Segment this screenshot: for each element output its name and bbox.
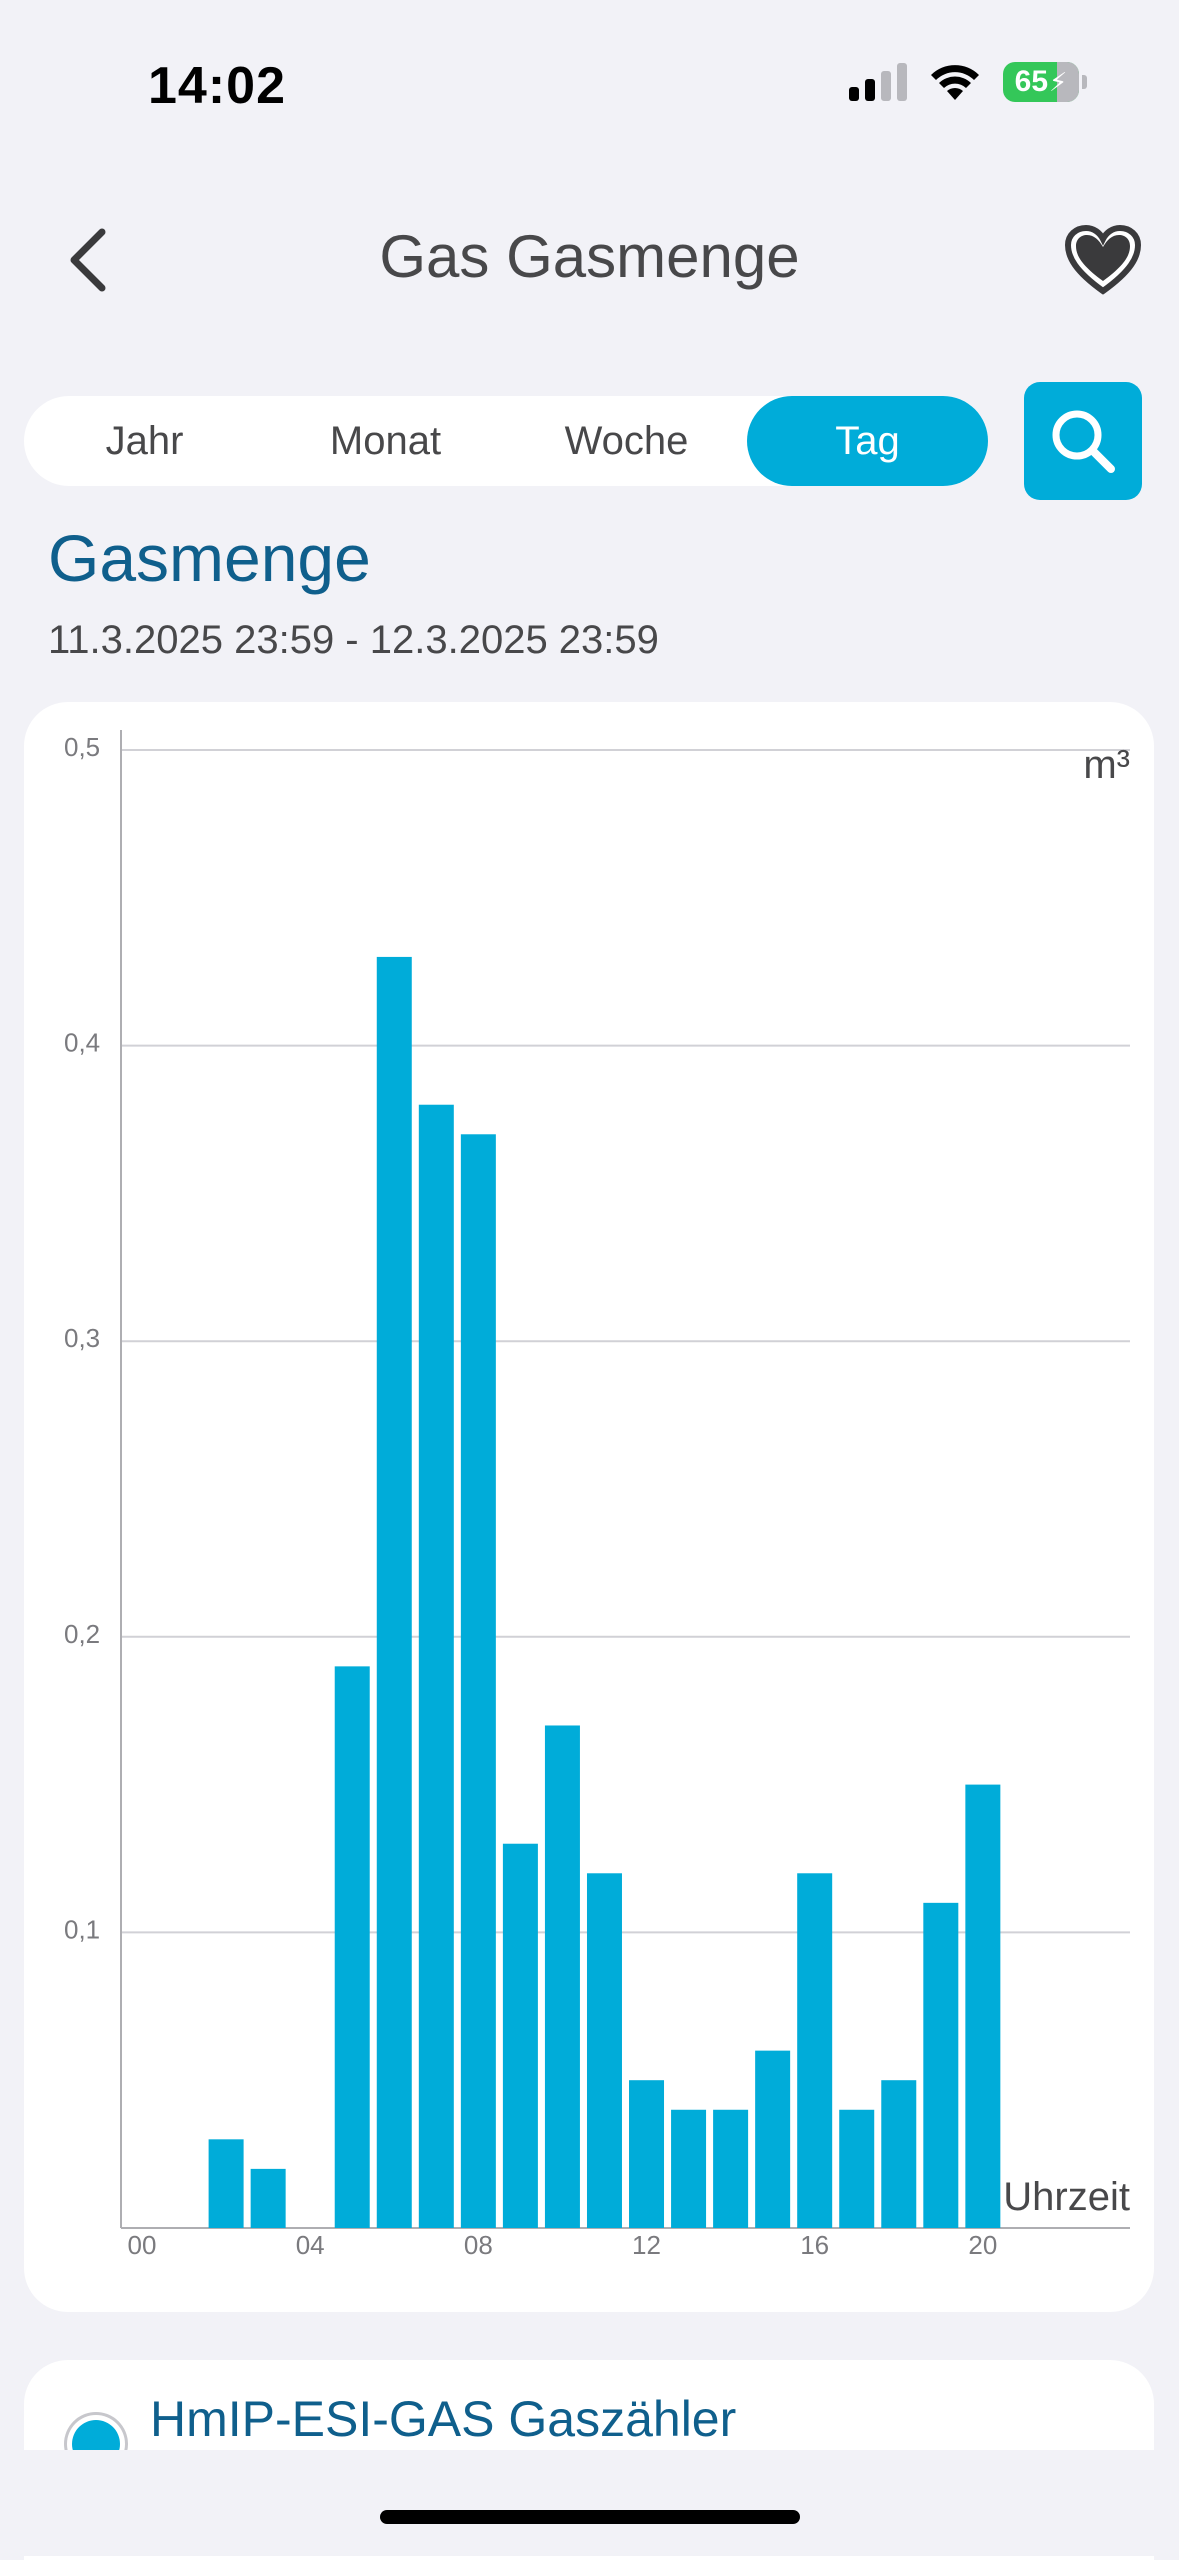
- bar-hour-11: [586, 1873, 622, 2228]
- search-icon: [1052, 410, 1115, 473]
- bar-hour-20: [965, 1784, 1001, 2228]
- bar-hour-10: [544, 1725, 580, 2228]
- bar-hour-12: [629, 2080, 665, 2228]
- battery-icon: 65 ⚡: [1003, 62, 1087, 102]
- x-tick-label: 08: [464, 2230, 493, 2260]
- bar-hour-16: [797, 1873, 833, 2228]
- bottom-area: [0, 2450, 1179, 2556]
- y-tick-label: 0,2: [64, 1619, 100, 1649]
- unit-label: m³: [1083, 743, 1130, 787]
- bar-hour-7: [418, 1104, 454, 2228]
- bar-hour-18: [881, 2080, 917, 2228]
- back-button[interactable]: [58, 222, 118, 298]
- y-tick-label: 0,4: [64, 1028, 100, 1058]
- bar-hour-15: [755, 2050, 791, 2228]
- date-range: 11.3.2025 23:59 - 12.3.2025 23:59: [48, 618, 659, 662]
- section-title: Gasmenge: [48, 521, 371, 595]
- tab-tag[interactable]: Tag: [747, 396, 988, 486]
- x-tick-label: 16: [800, 2230, 829, 2260]
- x-tick-label: 12: [632, 2230, 661, 2260]
- bar-hour-3: [250, 2168, 286, 2228]
- bar-hour-19: [923, 1902, 959, 2228]
- y-tick-label: 0,3: [64, 1323, 100, 1353]
- battery-level: 65: [1014, 65, 1049, 98]
- status-time: 14:02: [148, 57, 286, 115]
- x-axis-label: Uhrzeit: [1003, 2175, 1130, 2219]
- x-tick-label: 20: [968, 2230, 997, 2260]
- bar-hour-8: [460, 1134, 496, 2228]
- bar-hour-13: [671, 2109, 707, 2228]
- bar-hour-9: [502, 1843, 538, 2228]
- period-segmented-control: Jahr Monat Woche Tag: [24, 396, 988, 486]
- bar-hour-2: [208, 2139, 244, 2228]
- page-title: Gas Gasmenge: [379, 223, 800, 290]
- tab-woche[interactable]: Woche: [564, 418, 689, 463]
- favorite-button[interactable]: [1063, 220, 1143, 300]
- bar-hour-6: [376, 956, 412, 2229]
- y-tick-label: 0,1: [64, 1914, 100, 1944]
- x-tick-label: 04: [296, 2230, 325, 2260]
- wifi-icon: [931, 65, 979, 100]
- x-tick-label: 00: [128, 2230, 157, 2260]
- cellular-signal-icon: [849, 63, 907, 101]
- bar-hour-14: [713, 2109, 749, 2228]
- search-button[interactable]: [1024, 382, 1142, 500]
- heart-icon: [1065, 225, 1141, 295]
- chevron-left-icon: [70, 228, 106, 292]
- bar-hour-5: [334, 1666, 370, 2228]
- tab-monat[interactable]: Monat: [329, 418, 442, 463]
- chart-card: 0,1 0,2 0,3 0,4 0,5 00 04 08 12 16 20 m³ Uhrzeit: [24, 702, 1154, 2312]
- home-indicator[interactable]: [380, 2510, 800, 2524]
- status-icons: 65 ⚡: [849, 62, 1087, 102]
- tab-jahr[interactable]: Jahr: [105, 418, 184, 463]
- device-name: HmIP-ESI-GAS Gaszähler: [150, 2391, 737, 2447]
- gas-consumption-chart: 0,1 0,2 0,3 0,4 0,5 00 04 08 12 16 20 m³ Uhrzeit: [64, 730, 1130, 2260]
- bar-hour-17: [839, 2109, 875, 2228]
- y-tick-label: 0,5: [64, 732, 100, 762]
